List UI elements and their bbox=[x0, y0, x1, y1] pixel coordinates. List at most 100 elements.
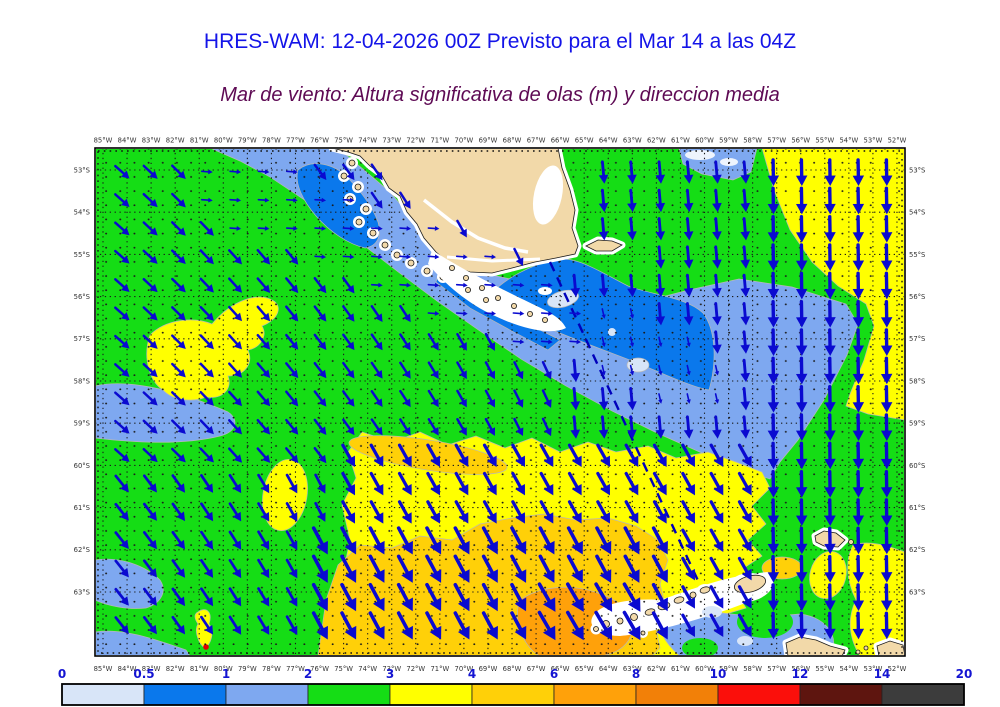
wave-arrow bbox=[368, 554, 385, 583]
wave-arrow bbox=[595, 526, 612, 555]
wave-arrow bbox=[737, 613, 752, 638]
wave-arrow bbox=[342, 197, 355, 203]
colorbar-tick: 10 bbox=[710, 667, 727, 681]
wave-arrow bbox=[171, 164, 186, 180]
wave-arrow bbox=[795, 186, 808, 215]
wave-arrow bbox=[341, 443, 356, 468]
wave-arrow bbox=[737, 500, 752, 524]
wave-arrow bbox=[596, 471, 610, 496]
lon-label: 57°W bbox=[767, 665, 786, 673]
lon-label: 84°W bbox=[118, 137, 137, 145]
lat-label: 61°S bbox=[74, 504, 90, 512]
lon-label: 70°W bbox=[455, 137, 474, 145]
colorbar-segment bbox=[635, 683, 719, 706]
wave-arrow bbox=[795, 243, 808, 271]
wave-arrow bbox=[511, 500, 525, 524]
wave-arrow bbox=[541, 389, 552, 408]
wave-arrow bbox=[880, 526, 893, 555]
wave-arrow bbox=[399, 191, 411, 209]
lon-label: 65°W bbox=[575, 665, 594, 673]
wave-arrow bbox=[880, 214, 893, 243]
wave-arrow bbox=[171, 615, 186, 635]
wave-arrow bbox=[852, 299, 865, 328]
wave-arrow bbox=[341, 471, 356, 496]
colorbar-tick: 3 bbox=[386, 667, 394, 681]
wave-arrow bbox=[596, 443, 610, 468]
lon-label: 76°W bbox=[310, 665, 329, 673]
lat-label: 58°S bbox=[909, 377, 925, 385]
wave-arrow bbox=[142, 277, 158, 293]
wave-arrow bbox=[512, 339, 525, 345]
wave-arrow bbox=[852, 214, 865, 243]
wave-arrow bbox=[340, 611, 357, 640]
wave-arrow bbox=[795, 611, 808, 640]
lat-label: 55°S bbox=[74, 251, 90, 259]
wave-arrow bbox=[852, 328, 865, 356]
wave-arrow bbox=[342, 276, 355, 294]
wave-arrow bbox=[655, 415, 666, 439]
wave-arrow bbox=[681, 556, 695, 581]
wave-arrow bbox=[399, 254, 412, 260]
wave-arrow bbox=[341, 500, 356, 524]
wave-arrow bbox=[598, 217, 609, 241]
route-track-dashed bbox=[548, 261, 702, 586]
wave-arrow bbox=[427, 333, 439, 351]
wave-arrow bbox=[370, 191, 383, 209]
wave-arrow bbox=[285, 333, 299, 350]
wave-arrow bbox=[200, 474, 214, 493]
lon-label: 55°W bbox=[815, 665, 834, 673]
wave-arrow bbox=[537, 582, 556, 612]
lon-label: 58°W bbox=[743, 665, 762, 673]
wave-arrow bbox=[229, 169, 242, 175]
colorbar-tick: 4 bbox=[468, 667, 476, 681]
wave-arrow bbox=[342, 333, 355, 351]
wave-arrow bbox=[681, 471, 695, 496]
wave-arrow bbox=[228, 249, 243, 265]
wave-arrow bbox=[142, 164, 158, 179]
wave-arrow bbox=[712, 245, 722, 269]
wave-arrow bbox=[795, 583, 808, 611]
wave-arrow bbox=[228, 362, 243, 378]
wave-arrow bbox=[114, 616, 129, 635]
wave-direction-arrows bbox=[114, 158, 893, 641]
wave-arrow bbox=[795, 328, 808, 356]
lon-label: 83°W bbox=[142, 137, 161, 145]
lon-label: 54°W bbox=[839, 137, 858, 145]
colorbar-segment bbox=[471, 683, 555, 706]
wave-arrow bbox=[595, 554, 612, 583]
wave-arrow bbox=[257, 169, 270, 175]
wave-arrow bbox=[767, 356, 780, 385]
wave-arrow bbox=[852, 243, 865, 271]
wave-arrow bbox=[229, 226, 242, 231]
wave-arrow bbox=[852, 526, 865, 555]
wave-arrow bbox=[368, 526, 385, 555]
wave-arrow bbox=[824, 526, 836, 555]
wave-arrow bbox=[285, 530, 298, 551]
lon-label: 71°W bbox=[430, 665, 449, 673]
wave-arrow bbox=[114, 419, 130, 434]
lon-label: 69°W bbox=[479, 137, 498, 145]
wave-arrow bbox=[257, 473, 270, 494]
lon-label: 61°W bbox=[671, 665, 690, 673]
fjord-islets bbox=[338, 157, 449, 283]
wave-arrow bbox=[852, 186, 865, 215]
forecast-subtitle: Mar de viento: Altura significativa de o… bbox=[220, 84, 780, 106]
wave-arrow bbox=[824, 328, 836, 356]
wave-arrow bbox=[880, 611, 893, 640]
wave-arrow bbox=[396, 554, 413, 583]
lon-label: 66°W bbox=[551, 137, 570, 145]
wave-arrow bbox=[651, 611, 668, 640]
wave-arrow bbox=[399, 361, 411, 379]
wave-arrow bbox=[709, 585, 724, 609]
map-frame bbox=[94, 147, 906, 657]
wave-arrow bbox=[824, 469, 836, 498]
wave-arrow bbox=[313, 305, 327, 322]
wave-arrow bbox=[824, 441, 836, 470]
lon-label: 63°W bbox=[623, 137, 642, 145]
wave-arrow bbox=[453, 554, 470, 583]
wave-arrow bbox=[142, 221, 158, 236]
wave-arrow bbox=[683, 160, 694, 184]
wave-arrow bbox=[512, 311, 525, 316]
lon-label: 81°W bbox=[190, 665, 209, 673]
